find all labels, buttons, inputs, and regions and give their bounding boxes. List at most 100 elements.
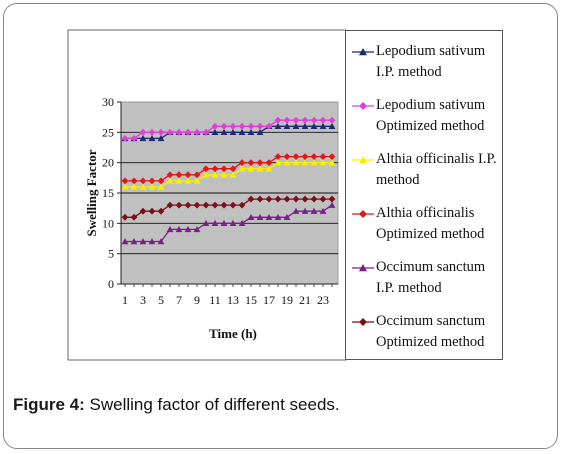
series-1-point xyxy=(301,122,309,129)
series-5-point xyxy=(121,238,129,245)
series-1-point xyxy=(238,128,246,136)
series-2-point xyxy=(184,128,192,136)
series-5-point xyxy=(256,213,264,220)
legend-label-4-line-1: Althia officinalis xyxy=(376,205,475,221)
legend-label-6: Occimum sanctum Optimized method xyxy=(376,311,504,353)
series-5-point xyxy=(319,207,327,214)
series-6-point xyxy=(220,201,228,209)
legend-label-2: Lepodium sativum Optimized method xyxy=(376,95,504,137)
legend-label-4-line-2: Optimized method xyxy=(376,226,485,242)
legend-label-2-line-1: Lepodium sativum xyxy=(376,97,486,113)
series-1-point xyxy=(328,122,336,129)
series-3-point xyxy=(121,183,129,190)
series-5-point xyxy=(184,226,192,233)
series-2-point xyxy=(265,122,273,130)
series-2-point xyxy=(166,128,174,136)
series-1-point xyxy=(274,122,282,129)
x-tick-label: 9 xyxy=(194,293,200,307)
series-4-point xyxy=(256,159,264,167)
series-6-point xyxy=(283,195,291,203)
series-2-point xyxy=(274,116,282,124)
series-5-point xyxy=(202,219,210,227)
series-1-point xyxy=(211,128,219,136)
series-2-point xyxy=(202,128,210,136)
x-tick-label: 7 xyxy=(176,293,182,307)
series-1-point xyxy=(292,122,300,129)
legend-label-1: Lepodium sativum I.P. method xyxy=(376,41,504,83)
y-tick-label: 0 xyxy=(108,277,114,291)
series-6-point xyxy=(175,201,183,209)
series-4-point xyxy=(202,165,210,173)
series-2-point xyxy=(175,128,183,136)
series-6-point xyxy=(121,213,129,221)
series-6-point xyxy=(157,207,165,215)
x-tick-label: 21 xyxy=(299,293,311,307)
legend-label-4: Althia officinalis Optimized method xyxy=(376,203,504,245)
series-3-point xyxy=(157,183,165,190)
series-5-point xyxy=(265,213,273,220)
series-2-point xyxy=(256,122,264,130)
series-1-point xyxy=(220,128,228,136)
x-tick-label: 11 xyxy=(209,293,221,307)
series-3-point xyxy=(247,165,255,172)
legend-label-1-line-2: I.P. method xyxy=(376,64,442,80)
series-6-point xyxy=(292,195,300,203)
series-6-point xyxy=(139,207,147,215)
series-6-point xyxy=(130,213,138,221)
series-6-point xyxy=(193,201,201,209)
legend-symbol-4 xyxy=(352,210,374,218)
legend-label-3: Althia officinalis I.P. method xyxy=(376,149,504,191)
series-2-point xyxy=(310,116,318,124)
legend-label-6-line-2: Optimized method xyxy=(376,334,485,350)
series-2-point xyxy=(211,122,219,130)
series-4-point xyxy=(166,171,174,179)
x-tick-label: 15 xyxy=(245,293,257,307)
legend-label-5-line-1: Occimum sanctum xyxy=(376,259,486,275)
legend: Lepodium sativum I.P. method Lepodium sati… xyxy=(345,30,503,360)
series-2-point xyxy=(319,116,327,124)
series-3-point xyxy=(319,159,327,166)
series-5-point xyxy=(247,213,255,220)
series-6-point xyxy=(184,201,192,209)
series-5-point xyxy=(229,219,237,227)
series-3-point xyxy=(292,159,300,166)
legend-label-6-line-1: Occimum sanctum xyxy=(376,313,486,329)
series-5-point xyxy=(211,219,219,227)
series-5-point xyxy=(238,219,246,227)
series-3-point xyxy=(301,159,309,166)
series-4-point xyxy=(157,177,165,185)
series-2-point xyxy=(238,122,246,130)
legend-symbol-3 xyxy=(352,156,374,164)
series-5-point xyxy=(310,207,318,214)
series-6-point xyxy=(202,201,210,209)
series-4-point xyxy=(229,165,237,173)
series-2-point xyxy=(229,122,237,130)
x-tick-label: 17 xyxy=(263,293,275,307)
series-3-point xyxy=(238,165,246,172)
series-1-point xyxy=(148,135,156,142)
caption-label: Figure 4: xyxy=(13,395,85,414)
series-4-point xyxy=(211,165,219,173)
series-5-point xyxy=(220,219,228,227)
series-2-point xyxy=(247,122,255,130)
series-1-point xyxy=(283,122,291,129)
series-5-point xyxy=(301,207,309,214)
legend-symbol-2 xyxy=(352,102,374,110)
series-6-point xyxy=(310,195,318,203)
series-3-point xyxy=(193,177,201,184)
series-6-point xyxy=(256,195,264,203)
series-6-point xyxy=(247,195,255,203)
series-6-point xyxy=(265,195,273,203)
series-3-point xyxy=(175,177,183,184)
series-5-point xyxy=(130,238,138,245)
series-3-point xyxy=(166,177,174,184)
series-3-point xyxy=(310,159,318,166)
series-2-point xyxy=(157,128,165,136)
series-4-point xyxy=(193,171,201,179)
series-2-point xyxy=(148,128,156,136)
series-5-point xyxy=(274,213,282,220)
legend-label-3-line-1: Althia officinalis I.P. xyxy=(376,151,497,167)
series-3-point xyxy=(265,165,273,172)
series-2-point xyxy=(301,116,309,124)
